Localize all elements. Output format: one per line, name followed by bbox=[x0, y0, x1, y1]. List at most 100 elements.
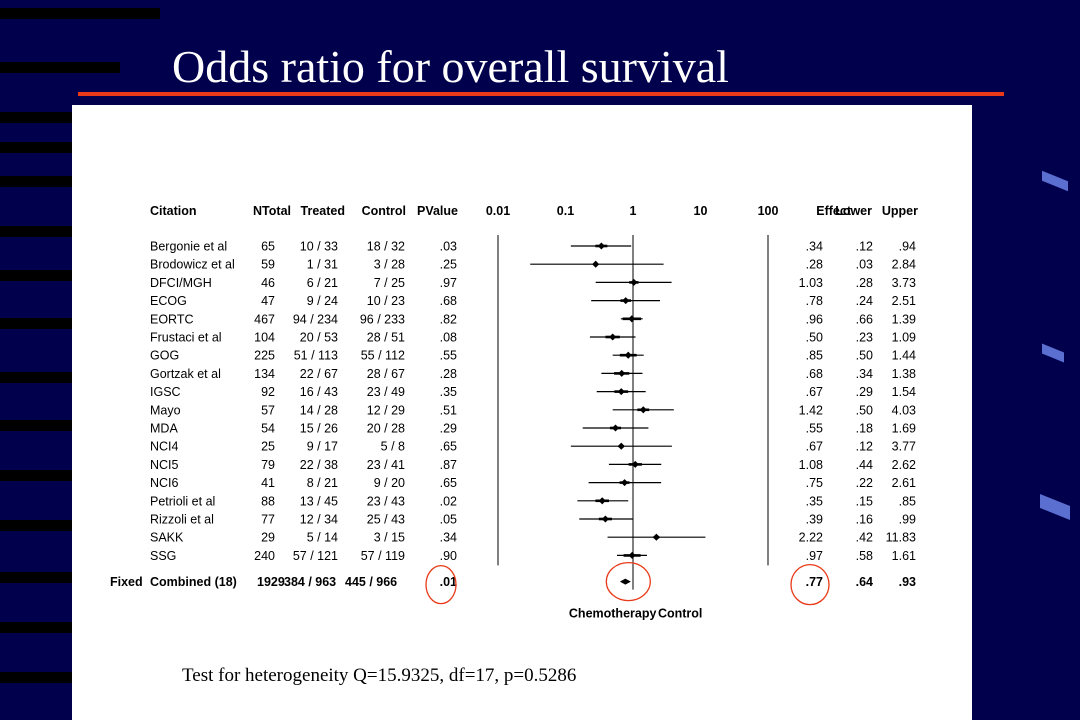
study-pvalue: .51 bbox=[440, 403, 457, 417]
study-pvalue: .05 bbox=[440, 513, 457, 527]
study-upper: 1.39 bbox=[892, 312, 916, 326]
study-pvalue: .90 bbox=[440, 549, 457, 563]
study-pvalue: .28 bbox=[440, 367, 457, 381]
header-lower: Lower bbox=[835, 204, 872, 218]
decorative-dash bbox=[1042, 170, 1068, 192]
study-upper: 2.62 bbox=[892, 458, 916, 472]
study-treated: 22 / 67 bbox=[300, 367, 338, 381]
study-effect: .75 bbox=[806, 476, 823, 490]
study-upper: 3.73 bbox=[892, 276, 916, 290]
effect-point bbox=[631, 460, 639, 468]
study-control: 5 / 8 bbox=[381, 440, 405, 454]
study-control: 10 / 23 bbox=[367, 294, 405, 308]
study-pvalue: .02 bbox=[440, 494, 457, 508]
study-pvalue: .29 bbox=[440, 422, 457, 436]
study-effect: .67 bbox=[806, 440, 823, 454]
x-tick-label: 1 bbox=[630, 204, 637, 218]
study-treated: 9 / 17 bbox=[307, 440, 338, 454]
study-pvalue: .87 bbox=[440, 458, 457, 472]
study-treated: 20 / 53 bbox=[300, 331, 338, 345]
study-ntotal: 240 bbox=[254, 549, 275, 563]
forest-plot-panel: Citation NTotal Treated Control PValue Effect… bbox=[72, 105, 972, 720]
header-treated: Treated bbox=[301, 204, 345, 218]
study-control: 12 / 29 bbox=[367, 403, 405, 417]
slide-title: Odds ratio for overall survival bbox=[172, 41, 729, 92]
study-pvalue: .25 bbox=[440, 258, 457, 272]
study-lower: .44 bbox=[856, 458, 873, 472]
study-effect: .97 bbox=[806, 549, 823, 563]
header-upper: Upper bbox=[882, 204, 918, 218]
effect-point bbox=[598, 497, 606, 505]
study-effect: 1.03 bbox=[799, 276, 823, 290]
effect-point bbox=[618, 369, 626, 377]
study-effect: .28 bbox=[806, 258, 823, 272]
study-pvalue: .68 bbox=[440, 294, 457, 308]
study-control: 55 / 112 bbox=[361, 349, 405, 363]
background-stripe bbox=[0, 622, 72, 633]
x-tick-label: 100 bbox=[758, 204, 779, 218]
study-ntotal: 29 bbox=[261, 531, 275, 545]
study-upper: 2.84 bbox=[892, 258, 916, 272]
study-control: 57 / 119 bbox=[361, 549, 405, 563]
study-pvalue: .08 bbox=[440, 331, 457, 345]
study-citation: NCI5 bbox=[150, 458, 179, 472]
background-stripe bbox=[0, 420, 72, 431]
study-ntotal: 57 bbox=[261, 403, 275, 417]
background-stripe bbox=[0, 470, 72, 481]
combined-model: Fixed bbox=[110, 575, 143, 589]
study-citation: Petrioli et al bbox=[150, 494, 215, 508]
background-stripe bbox=[0, 372, 72, 383]
effect-point bbox=[617, 388, 625, 396]
combined-lower: .64 bbox=[856, 575, 873, 589]
effect-point bbox=[624, 351, 632, 359]
study-ntotal: 46 bbox=[261, 276, 275, 290]
study-lower: .29 bbox=[856, 385, 873, 399]
study-ntotal: 47 bbox=[261, 294, 275, 308]
effect-point bbox=[597, 242, 605, 250]
study-upper: .94 bbox=[899, 240, 916, 254]
study-pvalue: .97 bbox=[440, 276, 457, 290]
effect-point bbox=[611, 424, 620, 432]
study-upper: 1.09 bbox=[892, 331, 916, 345]
favours-right-label: Control bbox=[658, 607, 702, 621]
study-lower: .42 bbox=[856, 531, 873, 545]
study-citation: Mayo bbox=[150, 403, 181, 417]
highlight-circle-pvalue bbox=[425, 564, 457, 605]
study-effect: .67 bbox=[806, 385, 823, 399]
background-stripe bbox=[0, 142, 72, 153]
decorative-dash bbox=[1042, 343, 1064, 363]
header-citation: Citation bbox=[150, 204, 197, 218]
study-lower: .24 bbox=[856, 294, 873, 308]
study-upper: 2.61 bbox=[892, 476, 916, 490]
x-tick-label: 0.01 bbox=[486, 204, 510, 218]
study-treated: 16 / 43 bbox=[300, 385, 338, 399]
combined-diamond bbox=[619, 578, 631, 585]
study-effect: .55 bbox=[806, 422, 823, 436]
effect-point bbox=[622, 297, 630, 305]
study-control: 7 / 25 bbox=[374, 276, 405, 290]
effect-point bbox=[652, 533, 660, 541]
study-citation: MDA bbox=[150, 422, 178, 436]
study-treated: 9 / 24 bbox=[307, 294, 338, 308]
study-effect: 2.22 bbox=[799, 531, 823, 545]
study-control: 23 / 41 bbox=[367, 458, 405, 472]
study-pvalue: .82 bbox=[440, 312, 457, 326]
study-effect: .96 bbox=[806, 312, 823, 326]
effect-point bbox=[617, 442, 625, 450]
background-stripe bbox=[0, 176, 72, 187]
combined-citation: Combined (18) bbox=[150, 575, 237, 589]
study-citation: Gortzak et al bbox=[150, 367, 221, 381]
header-ntotal: NTotal bbox=[253, 204, 291, 218]
background-stripe bbox=[0, 572, 72, 583]
background-stripe bbox=[0, 318, 72, 329]
study-control: 18 / 32 bbox=[367, 240, 405, 254]
effect-point bbox=[609, 333, 617, 341]
study-control: 3 / 28 bbox=[374, 258, 405, 272]
study-treated: 12 / 34 bbox=[300, 513, 338, 527]
highlight-circle-effect bbox=[790, 563, 830, 606]
study-effect: .85 bbox=[806, 349, 823, 363]
study-effect: .35 bbox=[806, 494, 823, 508]
study-effect: 1.42 bbox=[799, 403, 823, 417]
study-treated: 51 / 113 bbox=[294, 349, 338, 363]
study-effect: 1.08 bbox=[799, 458, 823, 472]
